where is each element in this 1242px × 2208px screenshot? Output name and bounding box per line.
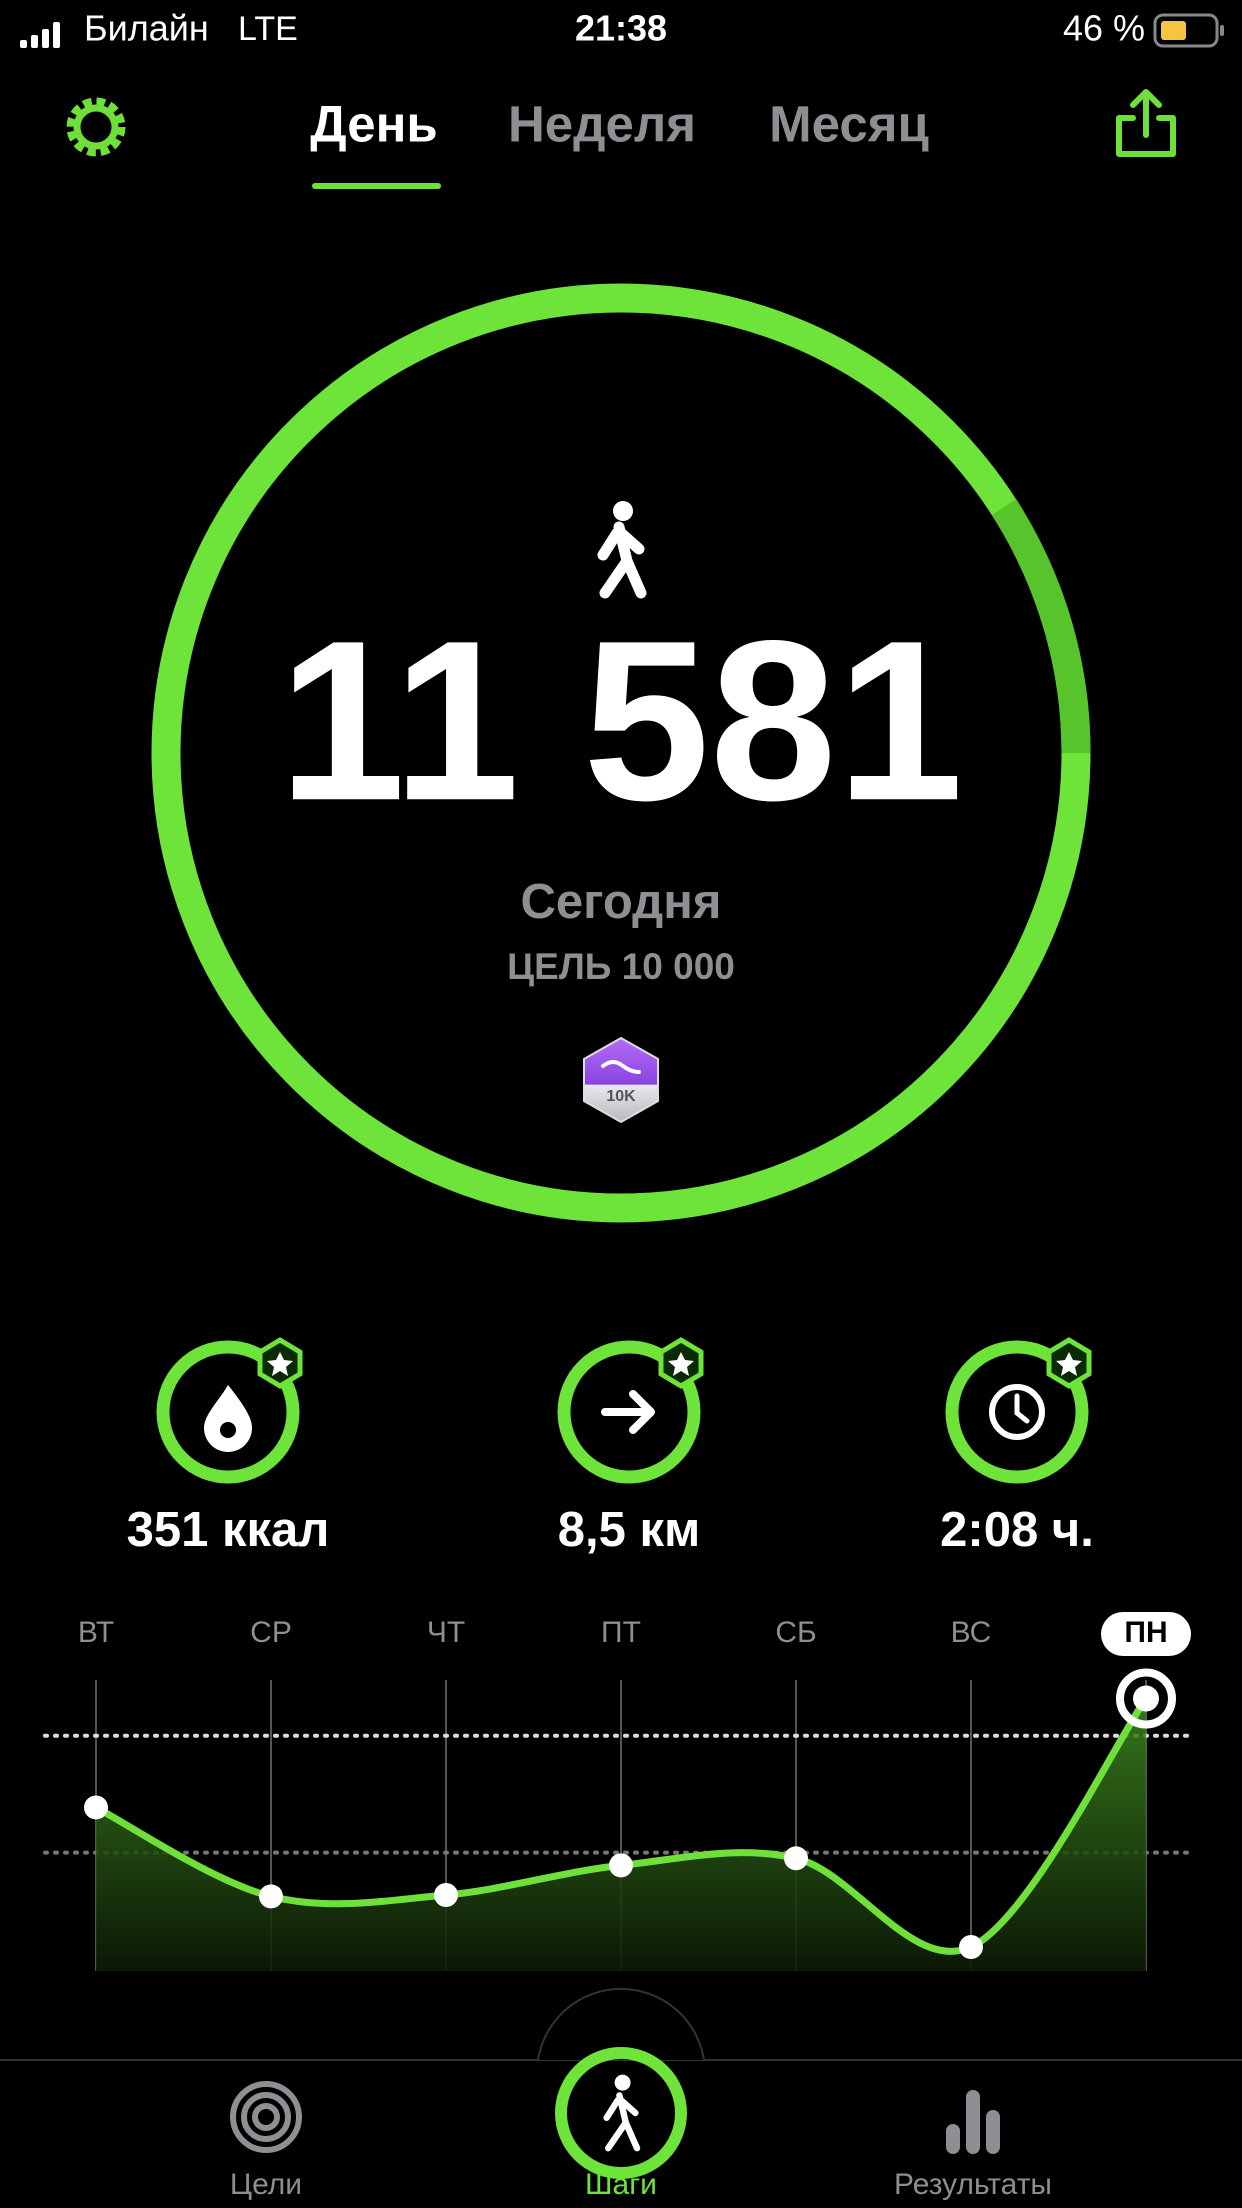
day-label: ВТ — [78, 1616, 114, 1649]
carrier: Билайн — [84, 8, 209, 49]
nav-steps[interactable]: Шаги — [585, 2168, 657, 2201]
point — [609, 1853, 633, 1878]
stat-time — [945, 1337, 1092, 1484]
stat-time-value: 2:08 ч. — [940, 1503, 1094, 1557]
day-label: СБ — [775, 1616, 816, 1649]
point — [434, 1883, 458, 1907]
point — [959, 1935, 983, 1959]
point — [259, 1884, 283, 1909]
area — [96, 1698, 1146, 1971]
point — [784, 1846, 808, 1871]
nav-steps-icon[interactable] — [555, 2047, 687, 2179]
award-badge[interactable]: 10K — [583, 1036, 659, 1124]
settings-button[interactable] — [66, 97, 126, 157]
stat-calories — [156, 1337, 303, 1484]
network: LTE — [238, 10, 298, 48]
period-label: Сегодня — [521, 875, 722, 929]
progress-overlap — [991, 499, 1091, 754]
point — [1133, 1685, 1159, 1712]
nav-results-icon[interactable] — [946, 2090, 1000, 2154]
nav-goals-icon[interactable] — [230, 2081, 302, 2153]
nav-goals[interactable]: Цели — [230, 2168, 302, 2201]
nav-results[interactable]: Результаты — [894, 2168, 1052, 2201]
time: 21:38 — [575, 8, 667, 49]
walker-icon — [597, 501, 647, 599]
badge-text: 10K — [606, 1088, 636, 1105]
day-label: СР — [250, 1616, 292, 1649]
day-label: ЧТ — [427, 1616, 465, 1649]
stat-distance-value: 8,5 км — [558, 1503, 701, 1557]
tab-week[interactable]: Неделя — [508, 95, 696, 152]
battery-icon — [1153, 13, 1224, 48]
signal — [20, 22, 60, 48]
step-count: 11 581 — [279, 594, 964, 848]
goal-label: ЦЕЛЬ 10 000 — [507, 946, 735, 987]
selected-day-pill — [1101, 1612, 1191, 1656]
current-point-ring — [1116, 1668, 1176, 1729]
day-label: ВС — [951, 1616, 992, 1649]
day-label: ПТ — [601, 1616, 641, 1649]
battery-text: 46 % — [1063, 8, 1145, 49]
tab-bar-bump — [537, 1987, 705, 2061]
tab-indicator — [312, 183, 441, 189]
stat-calories-value: 351 ккал — [127, 1503, 330, 1557]
stat-distance — [557, 1337, 704, 1484]
day-label: ПН — [1124, 1616, 1167, 1649]
week-chart: ВТ СР ЧТ ПТ СБ ВС ПН — [43, 1612, 1197, 1971]
point — [84, 1795, 108, 1820]
tab-month[interactable]: Месяц — [769, 95, 929, 152]
tab-day[interactable]: День — [310, 95, 437, 152]
share-button[interactable] — [1116, 89, 1176, 157]
